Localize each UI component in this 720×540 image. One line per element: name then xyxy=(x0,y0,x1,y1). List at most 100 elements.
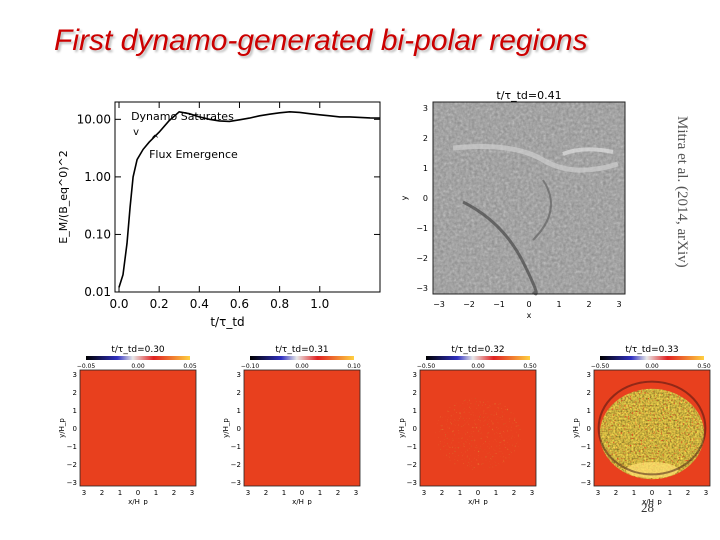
annotation-flux-emergence: Flux Emergence xyxy=(149,148,238,161)
colorbar-label: −0.50 xyxy=(417,363,436,370)
x-tick-label: 1 xyxy=(632,489,636,497)
annotation-marker: v xyxy=(133,127,139,138)
colorbar-label: 0.50 xyxy=(523,363,537,370)
y-axis-label: y xyxy=(400,195,409,200)
panel-title: t/τ_td=0.30 xyxy=(111,345,165,355)
colorbar-label: 0.00 xyxy=(645,363,659,370)
y-tick-label: −3 xyxy=(231,479,241,487)
panel-title: t/τ_td=0.32 xyxy=(451,345,504,355)
x-tick-label: −3 xyxy=(433,300,445,309)
y-tick-label: 0.01 xyxy=(84,285,111,299)
x-tick-label: 0.8 xyxy=(270,297,289,311)
x-tick-label: 2 xyxy=(586,300,591,309)
x-axis-label: x/H_p xyxy=(128,498,148,505)
y-tick-label: 1 xyxy=(413,407,417,415)
y-tick-label: −3 xyxy=(581,479,591,487)
map-title: t/τ_td=0.41 xyxy=(496,89,561,102)
y-tick-label: −2 xyxy=(231,461,241,469)
x-axis-label: t/τ_td xyxy=(210,315,244,329)
heatmap-frame xyxy=(593,369,711,487)
flux-region xyxy=(263,402,341,466)
y-tick-label: 2 xyxy=(587,389,591,397)
y-tick-label: 0 xyxy=(587,425,591,433)
heatmap-frame xyxy=(419,369,537,487)
x-tick-label: 0 xyxy=(300,489,304,497)
y-tick-label: 0.10 xyxy=(84,227,111,241)
x-tick-label: −1 xyxy=(493,300,505,309)
slide-title: First dynamo-generated bi-polar regions xyxy=(54,24,588,57)
flux-region xyxy=(103,406,173,462)
x-tick-label: 2 xyxy=(100,489,104,497)
colorbar xyxy=(426,356,530,360)
y-tick-label: 3 xyxy=(73,371,77,379)
x-tick-label: 0 xyxy=(476,489,480,497)
heatmap-panel-3: t/τ_td=0.32 −0.50 0.00 0.50 3 2 1 0 −1 −2 −3 3 2 1 0 1 2… xyxy=(398,345,537,505)
heatmap-frame xyxy=(79,369,197,487)
heatmap-panel-4: t/τ_td=0.33 −0.50 0.00 0.50 3 2 1 0 −1 −2 −3 3 2 1 0 1 2… xyxy=(572,345,711,505)
colorbar-label: 0.50 xyxy=(697,363,711,370)
y-tick-label: 1 xyxy=(423,164,428,173)
x-tick-label: 3 xyxy=(422,489,426,497)
x-tick-label: 3 xyxy=(704,489,708,497)
x-tick-label: 0.4 xyxy=(190,297,209,311)
y-axis-label: y/H_p xyxy=(572,418,580,438)
x-tick-label: 1.0 xyxy=(310,297,329,311)
y-tick-label: 2 xyxy=(423,134,428,143)
y-tick-label: −1 xyxy=(407,443,417,451)
x-tick-label: 2 xyxy=(512,489,516,497)
citation: Mitra et al. (2014, arXiv) xyxy=(674,116,690,268)
y-tick-label: 0 xyxy=(237,425,241,433)
x-tick-label: 3 xyxy=(596,489,600,497)
bz-surface-map: t/τ_td=0.41 −3 −2 −1 0 1 2 3 3 2 1 0 −1 −2 −3 x y xyxy=(400,89,626,320)
magnetic-energy-line xyxy=(118,110,381,288)
x-tick-label: 3 xyxy=(246,489,250,497)
y-tick-label: 10.00 xyxy=(77,112,111,126)
y-tick-label: 0 xyxy=(73,425,77,433)
colorbar-label: 0.00 xyxy=(295,363,309,370)
colorbar-label: −0.05 xyxy=(77,363,96,370)
bright-emergence-spot xyxy=(626,462,678,478)
x-tick-label: 0 xyxy=(526,300,531,309)
x-tick-label: 1 xyxy=(318,489,322,497)
colorbar-label: 0.05 xyxy=(183,363,197,370)
colorbar-label: 0.10 xyxy=(347,363,361,370)
y-tick-label: −2 xyxy=(67,461,77,469)
colorbar-label: −0.10 xyxy=(241,363,260,370)
y-tick-label: −3 xyxy=(416,284,428,293)
x-tick-label: 2 xyxy=(264,489,268,497)
x-tick-label: 3 xyxy=(616,300,621,309)
x-tick-label: 2 xyxy=(172,489,176,497)
x-tick-label: 3 xyxy=(82,489,86,497)
x-tick-label: 1 xyxy=(118,489,122,497)
x-tick-label: 2 xyxy=(440,489,444,497)
x-tick-label: 2 xyxy=(336,489,340,497)
y-tick-label: 1 xyxy=(587,407,591,415)
negative-flux-filament xyxy=(462,200,538,296)
y-tick-label: 1 xyxy=(237,407,241,415)
x-tick-label: 0.2 xyxy=(150,297,169,311)
y-tick-label: 0 xyxy=(423,194,428,203)
y-tick-label: −1 xyxy=(581,443,591,451)
x-axis-label: x xyxy=(527,311,532,320)
y-tick-label: −2 xyxy=(581,461,591,469)
panel-title: t/τ_td=0.31 xyxy=(275,345,328,355)
x-tick-label: 3 xyxy=(530,489,534,497)
x-tick-label: 2 xyxy=(614,489,618,497)
annotation-marker: ^ xyxy=(151,134,159,145)
y-tick-label: 2 xyxy=(237,389,241,397)
x-tick-label: 3 xyxy=(354,489,358,497)
annotation-dynamo-saturates: Dynamo Saturates xyxy=(131,110,234,123)
y-tick-label: 2 xyxy=(73,389,77,397)
y-tick-label: 0 xyxy=(413,425,417,433)
y-tick-label: −1 xyxy=(231,443,241,451)
x-axis-label: x/H_p xyxy=(468,498,488,505)
energy-evolution-plot: 10.00 1.00 0.10 0.010.0 0.2 0.4 0.6 0.8 1.0 Dynam… xyxy=(57,101,381,329)
x-tick-label: 1 xyxy=(556,300,561,309)
y-tick-label: 1.00 xyxy=(84,170,111,184)
colorbar-label: −0.50 xyxy=(591,363,610,370)
y-axis-label: E_M/(B_eq^0)^2 xyxy=(57,150,70,243)
y-tick-label: −3 xyxy=(407,479,417,487)
panel-title: t/τ_td=0.33 xyxy=(625,345,678,355)
colorbar xyxy=(250,356,354,360)
y-tick-label: −2 xyxy=(407,461,417,469)
